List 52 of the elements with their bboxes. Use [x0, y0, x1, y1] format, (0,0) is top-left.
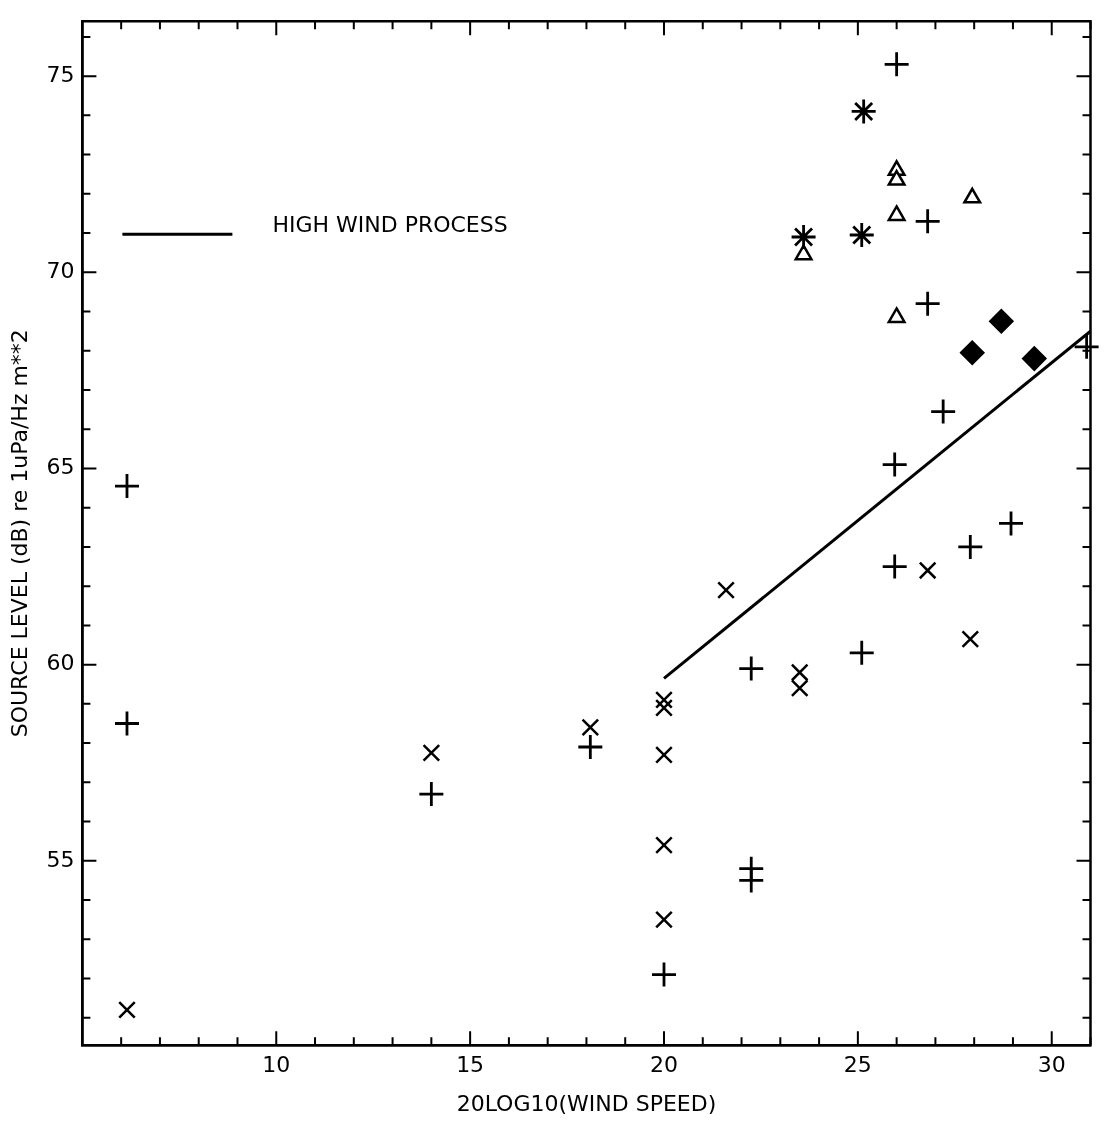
point	[422, 743, 441, 762]
point	[999, 511, 1024, 536]
x-axis-title: 20LOG10(WIND SPEED)	[456, 1090, 717, 1116]
point	[654, 698, 674, 717]
point	[915, 209, 940, 234]
point	[918, 561, 937, 580]
point	[717, 581, 736, 600]
y-tick-label: 65	[46, 454, 75, 480]
point	[791, 224, 816, 249]
point	[887, 307, 906, 324]
point	[651, 962, 676, 987]
point	[884, 52, 909, 77]
point	[117, 1000, 137, 1019]
point	[114, 474, 139, 499]
point	[654, 690, 674, 709]
point	[419, 782, 444, 807]
point	[578, 735, 603, 760]
x-tick-label: 20	[649, 1052, 678, 1078]
point	[887, 169, 906, 186]
point	[882, 452, 907, 477]
point	[851, 99, 876, 124]
point	[915, 291, 940, 316]
x-tick-label: 25	[843, 1052, 872, 1078]
y-axis-title: SOURCE LEVEL (dB) re 1uPa/Hz m**2	[6, 329, 32, 738]
point	[654, 745, 674, 764]
x-tick-label: 15	[456, 1052, 485, 1078]
y-tick-label: 60	[46, 650, 75, 676]
point	[849, 640, 874, 665]
point	[739, 656, 764, 681]
x-tick-label: 30	[1037, 1052, 1066, 1078]
point	[989, 309, 1014, 334]
y-tick-label: 55	[46, 846, 75, 872]
legend-label: HIGH WIND PROCESS	[272, 211, 508, 237]
point	[581, 718, 600, 737]
point	[931, 399, 956, 424]
point	[794, 244, 813, 261]
point	[654, 910, 674, 929]
point	[961, 630, 980, 649]
point	[959, 340, 985, 365]
x-tick-label: 10	[262, 1052, 291, 1078]
point	[114, 711, 139, 736]
point	[1022, 346, 1047, 371]
y-tick-label: 70	[46, 258, 75, 284]
point	[958, 534, 983, 559]
point	[882, 554, 907, 579]
point	[887, 205, 906, 222]
point	[963, 187, 982, 204]
point	[849, 223, 874, 248]
point	[654, 836, 674, 855]
point	[739, 868, 764, 893]
y-tick-label: 75	[46, 61, 75, 87]
point	[1074, 334, 1099, 359]
